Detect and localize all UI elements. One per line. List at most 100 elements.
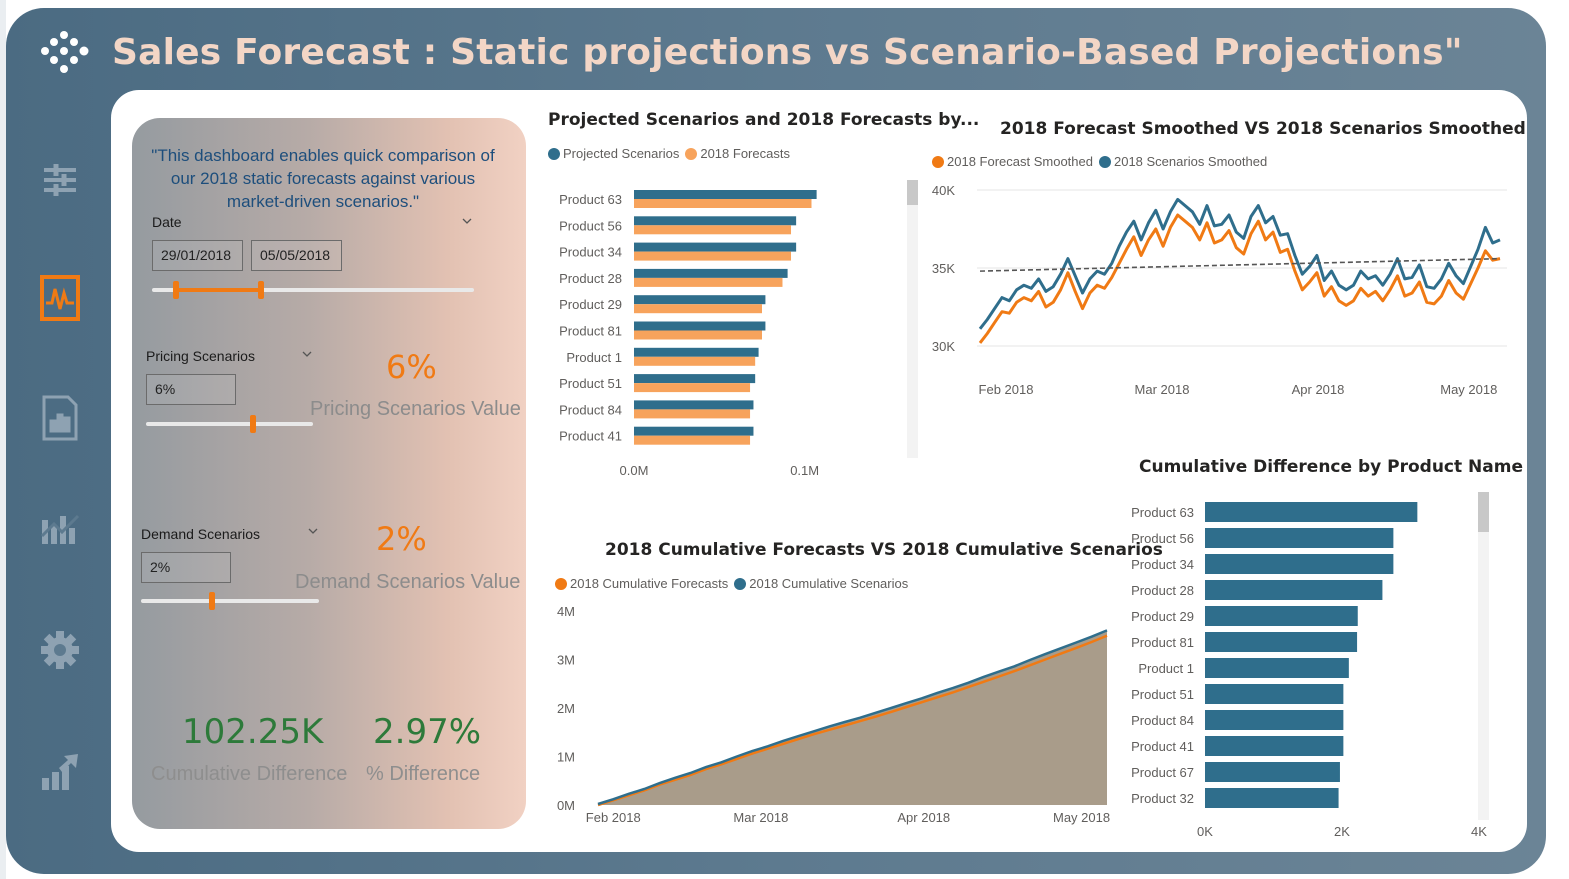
bar-projected xyxy=(634,426,754,436)
pricing-slider-handle[interactable] xyxy=(249,415,256,433)
bar-difference xyxy=(1205,502,1418,522)
scrollbar-track xyxy=(907,180,918,458)
scenarios-smoothed-line xyxy=(978,197,1501,330)
y-tick-label: 3M xyxy=(557,653,575,668)
y-tick-label: 0M xyxy=(557,798,575,813)
legend-dot xyxy=(932,155,944,168)
x-tick-label: Apr 2018 xyxy=(897,810,950,825)
page-title: Sales Forecast : Static projections vs S… xyxy=(112,31,1463,73)
scrollbar-thumb xyxy=(1478,492,1489,532)
bar-projected xyxy=(634,321,766,331)
dashboard-description: "This dashboard enables quick comparison… xyxy=(151,146,495,211)
x-tick-label: Mar 2018 xyxy=(733,810,788,825)
pricing-scenario-caption: Pricing Scenarios Value xyxy=(310,398,521,420)
y-tick-label: 1M xyxy=(557,750,575,765)
pct-difference-value: 2.97% xyxy=(373,712,482,752)
nav-gear-icon[interactable] xyxy=(30,620,90,680)
demand-scenario-caption: Demand Scenarios Value xyxy=(295,571,521,593)
x-tick-label: Mar 2018 xyxy=(1135,382,1190,397)
category-label: Product 29 xyxy=(559,297,622,312)
bar-difference xyxy=(1205,788,1339,808)
bar-forecast xyxy=(634,225,792,235)
legend-dot xyxy=(734,577,747,590)
y-tick-label: 2M xyxy=(557,701,575,716)
y-tick-label: 4M xyxy=(557,604,575,619)
x-tick-label: Feb 2018 xyxy=(586,810,641,825)
chevron-down-icon[interactable] xyxy=(462,216,472,226)
category-label: Product 81 xyxy=(1131,635,1194,650)
category-label: Product 41 xyxy=(559,429,622,444)
bar-projected xyxy=(634,190,817,199)
trend-line xyxy=(979,257,1501,272)
bar-forecast xyxy=(634,435,751,445)
category-label: Product 32 xyxy=(1131,791,1194,806)
bar-difference xyxy=(1205,580,1383,600)
date-slider-start-handle[interactable] xyxy=(173,281,179,299)
x-tick-label: 0.1M xyxy=(790,463,819,478)
chevron-down-icon[interactable] xyxy=(308,526,318,536)
category-label: Product 56 xyxy=(1131,531,1194,546)
date-slider-track[interactable] xyxy=(152,288,474,292)
legend-label: 2018 Forecasts xyxy=(700,146,790,161)
cumulative-scenario-line xyxy=(597,629,1108,806)
bar-projected xyxy=(634,242,797,252)
cumulative-difference-value: 102.25K xyxy=(182,712,324,752)
category-label: Product 81 xyxy=(559,324,622,339)
bar-difference xyxy=(1205,658,1349,678)
bar-difference xyxy=(1205,554,1394,574)
cumulative-chart-title: 2018 Cumulative Forecasts VS 2018 Cumula… xyxy=(605,540,1163,560)
bar-forecast xyxy=(634,251,792,261)
pricing-scenario-input[interactable]: 6% xyxy=(146,374,236,405)
bar-forecast xyxy=(634,304,762,314)
cumulative-chart-legend: 2018 Cumulative Forecasts 2018 Cumulativ… xyxy=(555,576,914,591)
nav-filter-sliders-icon[interactable] xyxy=(30,150,90,210)
legend-label: Projected Scenarios xyxy=(563,146,680,161)
x-tick-label: 2K xyxy=(1334,824,1350,839)
category-label: Product 1 xyxy=(1138,661,1194,676)
bar-projected xyxy=(634,374,756,384)
bar-difference xyxy=(1205,710,1344,730)
pricing-slider-track[interactable] xyxy=(146,422,313,426)
x-tick-label: 4K xyxy=(1471,824,1487,839)
demand-slicer-label: Demand Scenarios xyxy=(141,526,261,542)
logo-dots-icon xyxy=(40,27,96,77)
category-label: Product 28 xyxy=(559,271,622,286)
category-label: Product 41 xyxy=(1131,739,1194,754)
smoothed-line-chart[interactable]: 40K 35K 30K Feb 2018 Mar 2018 Apr 2018 May 201… xyxy=(925,176,1515,406)
date-slicer-label: Date xyxy=(152,214,182,230)
category-label: Product 84 xyxy=(1131,713,1194,728)
bar-projected xyxy=(634,347,759,357)
chevron-down-icon[interactable] xyxy=(302,349,312,359)
bar-forecast xyxy=(634,330,762,340)
demand-slider-track[interactable] xyxy=(141,599,319,603)
projected-bar-chart[interactable]: Product 63 Product 56 Product 34 Product 28… xyxy=(540,176,930,482)
legend-label: 2018 Scenarios Smoothed xyxy=(1113,154,1268,169)
difference-bar-chart[interactable]: Product 63 Product 56 Product 34 Product 28… xyxy=(1120,490,1505,842)
x-tick-label: May 2018 xyxy=(1440,382,1497,397)
bar-difference xyxy=(1205,528,1394,548)
cumulative-area-chart[interactable]: 4M 3M 2M 1M 0M Feb 2018 Mar 2018 Apr 2018 May 20… xyxy=(545,598,1120,832)
date-end-input[interactable]: 05/05/2018 xyxy=(251,240,342,271)
cumulative-forecast-line xyxy=(597,634,1108,807)
difference-chart-title: Cumulative Difference by Product Name xyxy=(1139,457,1523,477)
category-label: Product 34 xyxy=(559,245,622,260)
y-tick-label: 40K xyxy=(932,183,955,198)
nav-bar-growth-icon[interactable] xyxy=(30,742,90,802)
demand-scenario-input[interactable]: 2% xyxy=(141,552,231,583)
nav-line-chart-icon[interactable] xyxy=(30,268,90,328)
category-label: Product 63 xyxy=(559,192,622,207)
date-start-input[interactable]: 29/01/2018 xyxy=(152,240,243,271)
date-slider-range xyxy=(176,288,262,292)
demand-scenario-value: 2% xyxy=(376,520,427,558)
bar-difference xyxy=(1205,684,1344,704)
bar-projected xyxy=(634,400,754,410)
y-tick-label: 35K xyxy=(932,261,955,276)
date-slider-end-handle[interactable] xyxy=(258,281,264,299)
category-label: Product 67 xyxy=(1131,765,1194,780)
category-label: Product 34 xyxy=(1131,557,1194,572)
nav-analytics-icon[interactable] xyxy=(30,496,90,556)
nav-report-icon[interactable] xyxy=(30,388,90,448)
demand-slider-handle[interactable] xyxy=(209,592,216,610)
scrollbar-thumb xyxy=(907,180,918,205)
bar-forecast xyxy=(634,277,783,287)
